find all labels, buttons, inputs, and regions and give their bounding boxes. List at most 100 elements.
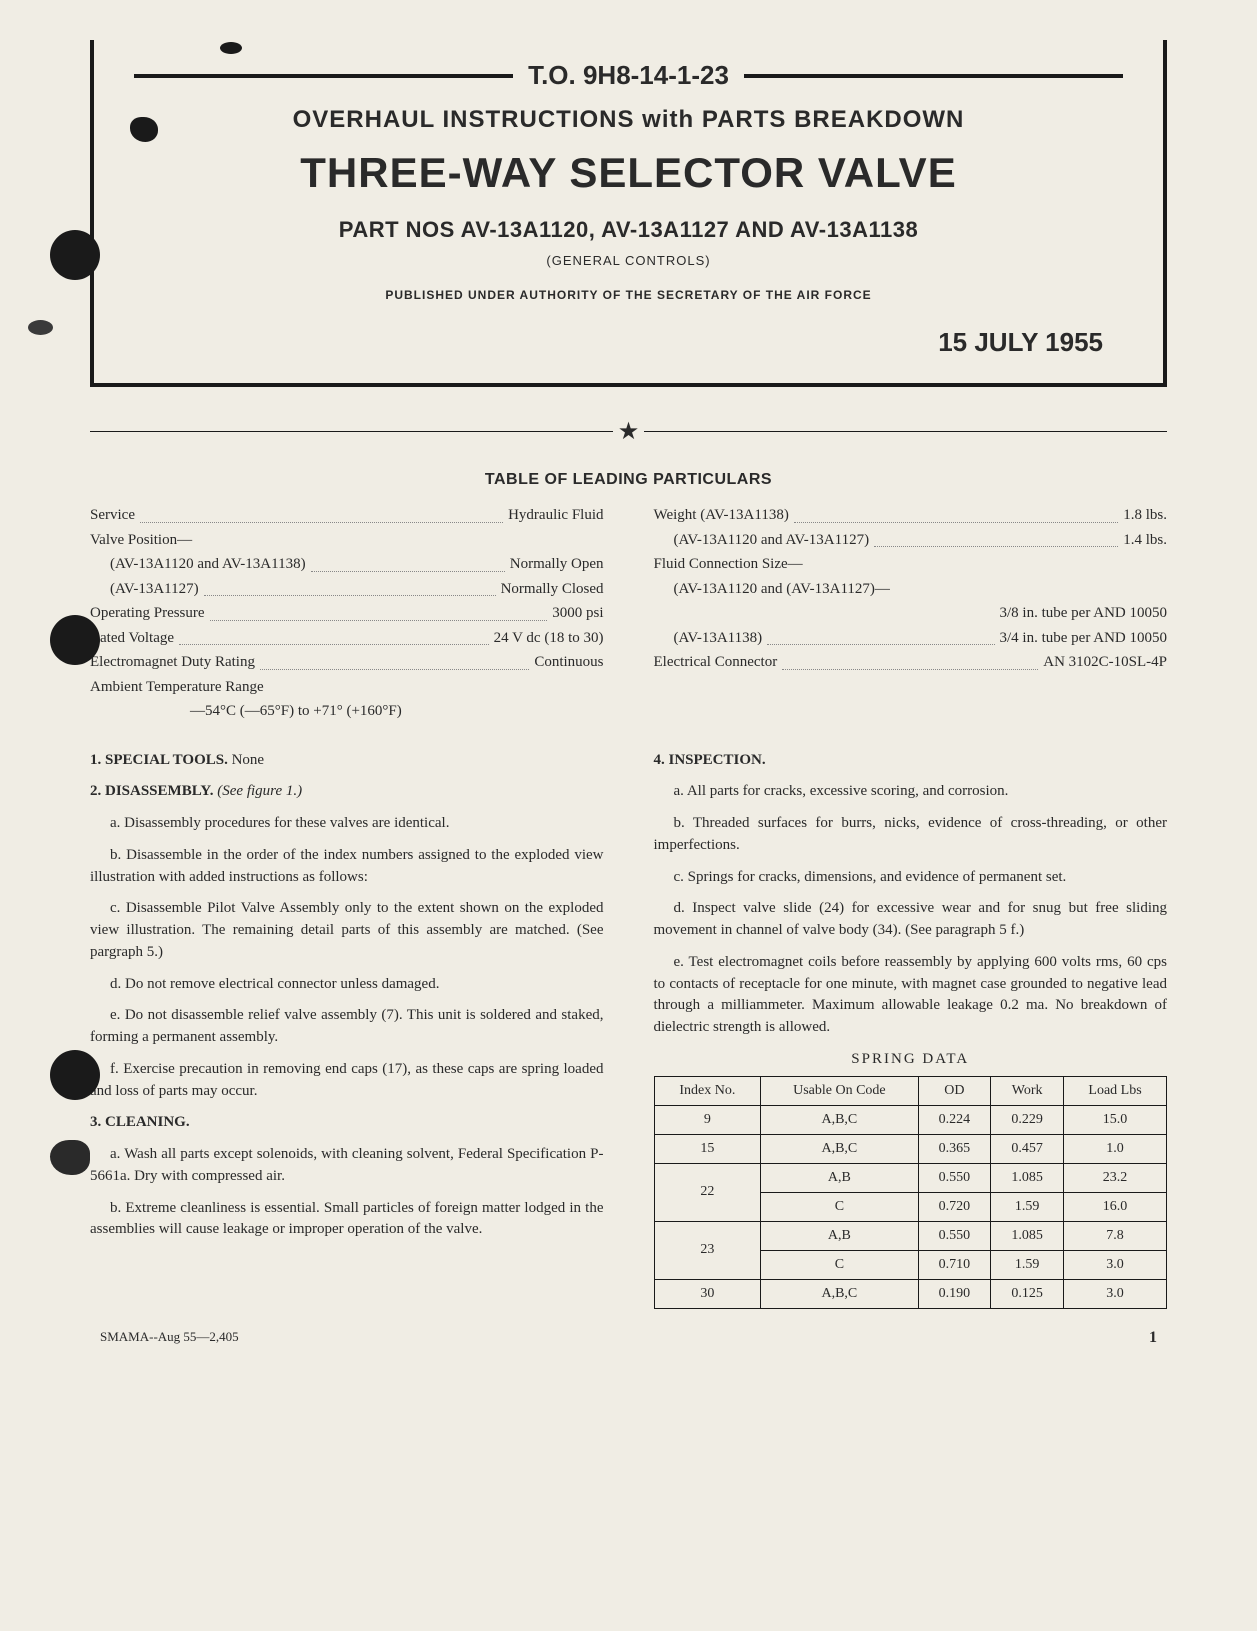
- table-cell: A,B: [761, 1163, 918, 1192]
- particulars-value: Continuous: [534, 651, 603, 674]
- table-cell: A,B: [761, 1221, 918, 1250]
- para-4d: d. Inspect valve slide (24) for excessiv…: [654, 898, 1168, 942]
- table-header: Index No.: [654, 1076, 761, 1105]
- punch-hole: [50, 615, 100, 665]
- table-cell: 22: [654, 1163, 761, 1221]
- para-4e: e. Test electromagnet coils before reass…: [654, 952, 1168, 1039]
- spring-data-table: Index No.Usable On CodeODWorkLoad Lbs 9A…: [654, 1076, 1168, 1309]
- section-1: 1. SPECIAL TOOLS. None: [90, 750, 604, 772]
- table-cell: A,B,C: [761, 1279, 918, 1308]
- particulars-value: 3000 psi: [552, 602, 603, 625]
- particulars-row: Ambient Temperature Range: [90, 676, 604, 699]
- particulars-label: (AV-13A1127): [110, 578, 199, 601]
- table-cell: 3.0: [1064, 1250, 1167, 1279]
- table-cell: 15: [654, 1134, 761, 1163]
- particulars-row: Electrical ConnectorAN 3102C-10SL-4P: [654, 651, 1168, 674]
- table-cell: 1.085: [991, 1163, 1064, 1192]
- particulars-row: Rated Voltage24 V dc (18 to 30): [90, 627, 604, 650]
- particulars-right: Weight (AV-13A1138)1.8 lbs.(AV-13A1120 a…: [654, 504, 1168, 725]
- page-number: 1: [1149, 1329, 1157, 1347]
- particulars-label: Electrical Connector: [654, 651, 778, 674]
- table-cell: 0.550: [918, 1221, 991, 1250]
- main-title: THREE-WAY SELECTOR VALVE: [134, 149, 1123, 197]
- spring-data-title: SPRING DATA: [654, 1051, 1168, 1068]
- particulars-label: Ambient Temperature Range: [90, 676, 264, 699]
- particulars-row: —54°C (—65°F) to +71° (+160°F): [90, 700, 604, 723]
- table-cell: 0.224: [918, 1105, 991, 1134]
- star-divider: ★: [90, 417, 1167, 446]
- table-header: Work: [991, 1076, 1064, 1105]
- table-cell: 16.0: [1064, 1192, 1167, 1221]
- particulars-label: (AV-13A1138): [674, 627, 763, 650]
- table-cell: 0.190: [918, 1279, 991, 1308]
- particulars-row: (AV-13A1120 and (AV-13A1127)—: [654, 578, 1168, 601]
- table-cell: 0.550: [918, 1163, 991, 1192]
- particulars-row: (AV-13A1127) Normally Closed: [90, 578, 604, 601]
- punch-hole: [50, 1050, 100, 1100]
- particulars-label: (AV-13A1120 and AV-13A1138): [110, 553, 306, 576]
- table-cell: 1.59: [991, 1250, 1064, 1279]
- particulars-value: 3/4 in. tube per AND 10050: [1000, 627, 1167, 650]
- particulars-row: (AV-13A1120 and AV-13A1127)1.4 lbs.: [654, 529, 1168, 552]
- table-cell: 23.2: [1064, 1163, 1167, 1192]
- table-row: 23A,B0.5501.0857.8: [654, 1221, 1167, 1250]
- body-right: 4. INSPECTION. a. All parts for cracks, …: [654, 750, 1168, 1309]
- artifact-mark: [28, 320, 53, 335]
- table-cell: 1.0: [1064, 1134, 1167, 1163]
- publication-date: 15 JULY 1955: [134, 327, 1123, 358]
- smudge-mark: [50, 1140, 90, 1175]
- particulars-row: (AV-13A1120 and AV-13A1138)Normally Open: [90, 553, 604, 576]
- particulars-row: ServiceHydraulic Fluid: [90, 504, 604, 527]
- table-cell: 1.59: [991, 1192, 1064, 1221]
- table-header: OD: [918, 1076, 991, 1105]
- table-row: 22A,B0.5501.08523.2: [654, 1163, 1167, 1192]
- particulars-value: Normally Closed: [501, 578, 604, 601]
- particulars-label: Electromagnet Duty Rating: [90, 651, 255, 674]
- particulars-row: 3/8 in. tube per AND 10050: [654, 602, 1168, 625]
- section-3: 3. CLEANING.: [90, 1112, 604, 1134]
- footer: SMAMA--Aug 55—2,405 1: [60, 1309, 1197, 1347]
- footer-left: SMAMA--Aug 55—2,405: [100, 1329, 239, 1347]
- section-2: 2. DISASSEMBLY. (See figure 1.): [90, 781, 604, 803]
- para-2f: f. Exercise precaution in removing end c…: [90, 1059, 604, 1103]
- table-cell: 9: [654, 1105, 761, 1134]
- star-icon: ★: [613, 417, 645, 446]
- table-cell: 1.085: [991, 1221, 1064, 1250]
- particulars-value: 1.8 lbs.: [1123, 504, 1167, 527]
- particulars-value: 1.4 lbs.: [1123, 529, 1167, 552]
- table-cell: 0.457: [991, 1134, 1064, 1163]
- para-2d: d. Do not remove electrical connector un…: [90, 974, 604, 996]
- to-number: T.O. 9H8-14-1-23: [513, 60, 744, 91]
- section-4: 4. INSPECTION.: [654, 750, 1168, 772]
- particulars-value: Hydraulic Fluid: [508, 504, 603, 527]
- table-cell: 0.720: [918, 1192, 991, 1221]
- table-header: Usable On Code: [761, 1076, 918, 1105]
- published-authority: PUBLISHED UNDER AUTHORITY OF THE SECRETA…: [134, 288, 1123, 302]
- particulars-label: Weight (AV-13A1138): [654, 504, 789, 527]
- para-4b: b. Threaded surfaces for burrs, nicks, e…: [654, 813, 1168, 857]
- table-row: 15A,B,C0.3650.4571.0: [654, 1134, 1167, 1163]
- table-cell: 0.365: [918, 1134, 991, 1163]
- body-columns: 1. SPECIAL TOOLS. None 2. DISASSEMBLY. (…: [60, 750, 1197, 1309]
- table-cell: 30: [654, 1279, 761, 1308]
- table-cell: 7.8: [1064, 1221, 1167, 1250]
- para-3a: a. Wash all parts except solenoids, with…: [90, 1144, 604, 1188]
- para-2a: a. Disassembly procedures for these valv…: [90, 813, 604, 835]
- particulars-title: TABLE OF LEADING PARTICULARS: [60, 471, 1197, 489]
- particulars-label: Valve Position—: [90, 529, 192, 552]
- para-3b: b. Extreme cleanliness is essential. Sma…: [90, 1198, 604, 1242]
- para-2c: c. Disassemble Pilot Valve Assembly only…: [90, 898, 604, 963]
- table-cell: 15.0: [1064, 1105, 1167, 1134]
- general-controls: (GENERAL CONTROLS): [134, 253, 1123, 268]
- para-2e: e. Do not disassemble relief valve assem…: [90, 1005, 604, 1049]
- para-2b: b. Disassemble in the order of the index…: [90, 845, 604, 889]
- table-cell: A,B,C: [761, 1105, 918, 1134]
- table-cell: 0.710: [918, 1250, 991, 1279]
- particulars-left: ServiceHydraulic FluidValve Position—(AV…: [90, 504, 604, 725]
- table-row: 30A,B,C0.1900.1253.0: [654, 1279, 1167, 1308]
- particulars-row: Electromagnet Duty Rating Continuous: [90, 651, 604, 674]
- part-numbers: PART NOS AV-13A1120, AV-13A1127 AND AV-1…: [134, 217, 1123, 243]
- table-cell: 23: [654, 1221, 761, 1279]
- particulars-value: 3/8 in. tube per AND 10050: [1000, 602, 1167, 625]
- punch-hole: [50, 230, 100, 280]
